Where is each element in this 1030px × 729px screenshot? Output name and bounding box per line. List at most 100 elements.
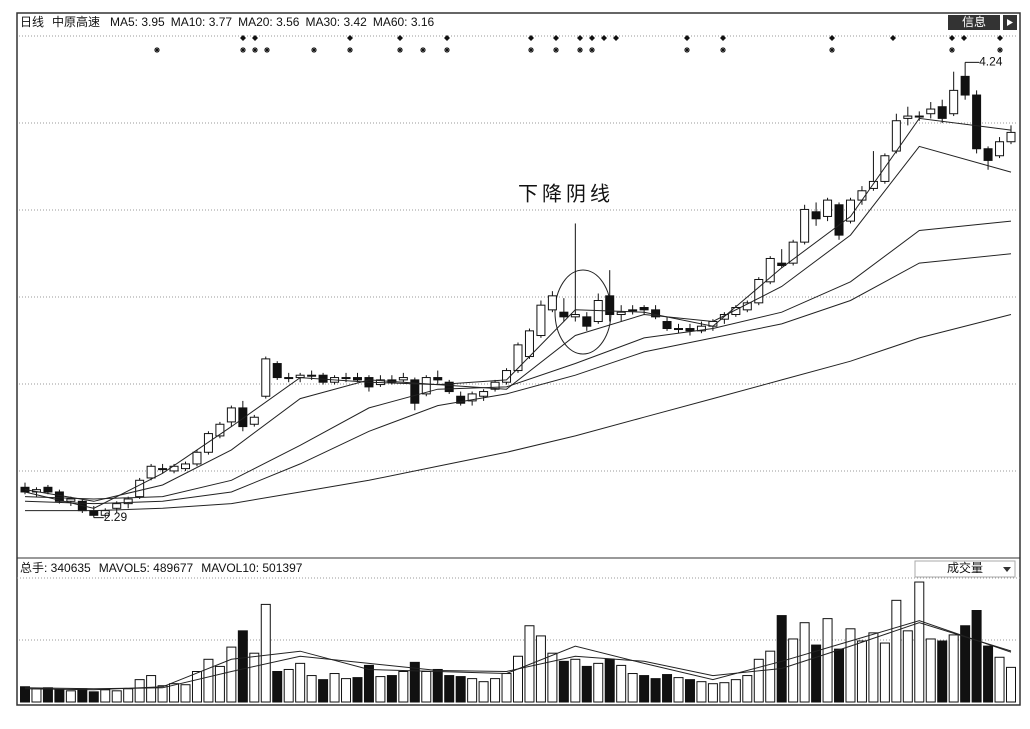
ma-line [24, 145, 1012, 502]
candle-body [914, 115, 924, 118]
volume-bar [134, 679, 145, 703]
candle-body [788, 241, 798, 264]
candle-body [192, 451, 202, 465]
indicator-select[interactable] [914, 560, 1016, 578]
ma-label: MA30: 3.42 [305, 15, 367, 29]
signal-diamond [444, 35, 450, 41]
candle-body [674, 328, 684, 331]
ma-label: MA10: 3.77 [171, 15, 233, 29]
signal-diamond [613, 35, 619, 41]
volume-bar [20, 686, 30, 703]
volume-bar [42, 687, 53, 703]
volume-bar [283, 668, 294, 703]
candle-body [1006, 131, 1016, 143]
volume-bar [639, 675, 650, 703]
candle-body [903, 115, 913, 119]
candle-body [352, 377, 362, 381]
candle-body [410, 379, 420, 404]
volume-bar [1006, 666, 1016, 703]
period: 日线 [20, 15, 44, 29]
volume-bar [570, 658, 581, 703]
signal-star [154, 47, 160, 53]
candle-body [696, 325, 706, 332]
candle-body [181, 463, 191, 470]
ma-line [25, 314, 1012, 512]
candle-body [456, 395, 466, 404]
candle-body [811, 211, 821, 220]
ma-line [24, 620, 1012, 691]
candle-body [89, 510, 99, 516]
volume-bar [386, 675, 397, 703]
annotation: 下降阴线 [518, 182, 614, 205]
signal-diamond [601, 35, 607, 41]
signal-star [311, 47, 317, 53]
candle-body [834, 204, 844, 236]
volume-bar [707, 683, 718, 703]
volume-bar [914, 581, 925, 703]
candle-body [215, 423, 225, 437]
volume-bar [249, 652, 260, 703]
volume-bar [753, 658, 764, 703]
volume-bar [891, 599, 902, 703]
candle-body [570, 314, 580, 318]
signal-diamond [528, 35, 534, 41]
signal-star [252, 47, 258, 53]
candle-body [307, 374, 317, 377]
ma-line [24, 622, 1012, 690]
signal-diamond [890, 35, 896, 41]
volume-bar [765, 650, 776, 703]
candle-body [135, 479, 145, 498]
volume-bar [673, 677, 684, 703]
ma-line [24, 220, 1012, 500]
candle-body [249, 416, 259, 425]
candle-body [868, 180, 878, 189]
signal-star [528, 47, 534, 53]
candle-body [536, 304, 546, 337]
volume-bar [834, 648, 845, 703]
info-button[interactable] [948, 15, 1000, 30]
candle-body [639, 307, 649, 311]
candle-body [467, 393, 477, 402]
volume-bar [318, 679, 329, 703]
volume-bar [845, 628, 856, 703]
info-button-label[interactable]: 信息 [962, 14, 986, 29]
candle-body [765, 257, 775, 283]
volume-bar [421, 671, 432, 703]
volume-bar [960, 625, 971, 703]
volume-bar [719, 682, 730, 703]
volume-bar [822, 618, 833, 703]
ma-line [24, 117, 1012, 509]
signal-star [347, 47, 353, 53]
volume-label: MAVOL5: 489677 [99, 561, 194, 575]
candle-body [880, 155, 890, 182]
volume-bar [88, 691, 99, 703]
indicator-label[interactable]: 成交量 [947, 560, 983, 575]
volume-bar [363, 664, 374, 703]
volume-bar [811, 644, 822, 703]
candle-body [123, 498, 133, 505]
candle-body [524, 330, 534, 358]
volume-label: MAVOL10: 501397 [201, 561, 303, 575]
candle-body [112, 503, 122, 509]
signal-diamond [252, 35, 258, 41]
candle-body [398, 377, 408, 381]
volume-bar [696, 681, 707, 703]
candle-body [146, 465, 156, 479]
signal-star [444, 47, 450, 53]
candle-body [800, 208, 810, 243]
signal-diamond [240, 35, 246, 41]
stock-name: 中原高速 [52, 14, 100, 29]
max-label: 4.24 [979, 55, 1003, 69]
volume-bar [948, 634, 959, 703]
candle-body [605, 295, 615, 316]
volume-bar [490, 678, 501, 703]
signal-diamond [949, 35, 955, 41]
volume-bar [535, 635, 546, 703]
candle-body [983, 148, 993, 161]
volume-bar [627, 673, 638, 703]
volume-bar [111, 690, 122, 703]
signal-star [577, 47, 583, 53]
volume-bar [788, 638, 799, 703]
volume-bar [558, 660, 569, 703]
signal-star [589, 47, 595, 53]
